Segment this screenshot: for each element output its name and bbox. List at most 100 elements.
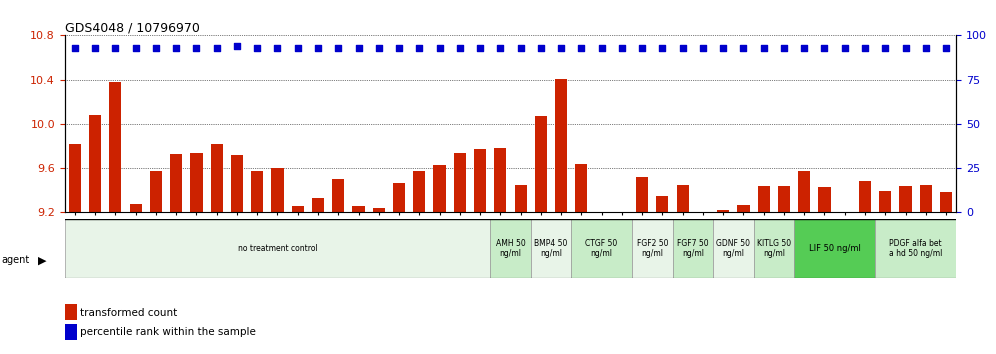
- Bar: [110, 82, 122, 212]
- Point: [229, 43, 245, 49]
- Point: [290, 45, 306, 51]
- Bar: [794, 219, 875, 278]
- Bar: [697, 212, 709, 219]
- Bar: [251, 171, 263, 212]
- Point: [88, 45, 104, 51]
- Point: [574, 45, 590, 51]
- Text: agent: agent: [1, 255, 29, 265]
- Point: [897, 45, 913, 51]
- Point: [148, 45, 164, 51]
- Point: [168, 45, 184, 51]
- Bar: [292, 206, 304, 212]
- Text: AMH 50
ng/ml: AMH 50 ng/ml: [496, 239, 525, 258]
- Bar: [713, 219, 754, 278]
- Bar: [65, 219, 490, 278]
- Point: [857, 45, 872, 51]
- Text: KITLG 50
ng/ml: KITLG 50 ng/ml: [757, 239, 791, 258]
- Point: [917, 45, 933, 51]
- Bar: [332, 179, 345, 212]
- Point: [270, 45, 286, 51]
- Bar: [819, 187, 831, 212]
- Text: FGF7 50
ng/ml: FGF7 50 ng/ml: [677, 239, 708, 258]
- Point: [108, 45, 124, 51]
- Point: [331, 45, 347, 51]
- Bar: [572, 219, 632, 278]
- Point: [391, 45, 407, 51]
- Bar: [474, 149, 486, 212]
- Bar: [717, 210, 729, 212]
- Point: [371, 45, 386, 51]
- Point: [553, 45, 569, 51]
- Bar: [656, 196, 668, 212]
- Bar: [89, 115, 102, 212]
- Text: percentile rank within the sample: percentile rank within the sample: [80, 327, 256, 337]
- Bar: [515, 185, 527, 212]
- Bar: [940, 193, 952, 212]
- Point: [837, 45, 853, 51]
- Point: [310, 45, 326, 51]
- Text: BMP4 50
ng/ml: BMP4 50 ng/ml: [534, 239, 568, 258]
- Bar: [859, 181, 872, 212]
- Bar: [632, 219, 672, 278]
- Point: [188, 45, 204, 51]
- Bar: [778, 186, 790, 212]
- Bar: [210, 144, 223, 212]
- Text: CTGF 50
ng/ml: CTGF 50 ng/ml: [586, 239, 618, 258]
- Text: GDS4048 / 10796970: GDS4048 / 10796970: [65, 21, 199, 34]
- Point: [249, 45, 265, 51]
- Text: ▶: ▶: [38, 255, 47, 265]
- Point: [735, 45, 751, 51]
- Point: [533, 45, 549, 51]
- Point: [938, 45, 954, 51]
- Bar: [231, 155, 243, 212]
- Bar: [494, 148, 506, 212]
- Bar: [373, 208, 384, 212]
- Point: [127, 45, 143, 51]
- Point: [756, 45, 772, 51]
- Bar: [129, 204, 141, 212]
- Point: [351, 45, 367, 51]
- Text: FGF2 50
ng/ml: FGF2 50 ng/ml: [636, 239, 668, 258]
- Point: [431, 45, 447, 51]
- Point: [594, 45, 610, 51]
- Bar: [535, 116, 547, 212]
- Bar: [413, 171, 425, 212]
- Point: [817, 45, 833, 51]
- Bar: [271, 168, 284, 212]
- Bar: [190, 153, 202, 212]
- Bar: [454, 153, 466, 212]
- Point: [695, 45, 711, 51]
- Bar: [754, 219, 794, 278]
- Bar: [616, 212, 627, 216]
- Bar: [879, 192, 891, 212]
- Bar: [636, 177, 648, 212]
- Bar: [393, 183, 405, 212]
- Bar: [69, 144, 81, 212]
- Bar: [758, 186, 770, 212]
- Point: [715, 45, 731, 51]
- Bar: [149, 171, 162, 212]
- Point: [472, 45, 488, 51]
- Text: LIF 50 ng/ml: LIF 50 ng/ml: [809, 244, 861, 253]
- Point: [674, 45, 690, 51]
- Point: [877, 45, 893, 51]
- Bar: [839, 212, 851, 220]
- Bar: [737, 205, 750, 212]
- Bar: [899, 186, 911, 212]
- Text: PDGF alfa bet
a hd 50 ng/ml: PDGF alfa bet a hd 50 ng/ml: [889, 239, 942, 258]
- Bar: [875, 219, 956, 278]
- Bar: [353, 206, 365, 212]
- Bar: [531, 219, 572, 278]
- Point: [411, 45, 427, 51]
- Bar: [672, 219, 713, 278]
- Bar: [555, 79, 567, 212]
- Bar: [170, 154, 182, 212]
- Point: [492, 45, 508, 51]
- Bar: [576, 164, 588, 212]
- Bar: [433, 165, 445, 212]
- Bar: [312, 198, 324, 212]
- Point: [654, 45, 670, 51]
- Point: [614, 45, 629, 51]
- Bar: [798, 171, 811, 212]
- Bar: [919, 185, 932, 212]
